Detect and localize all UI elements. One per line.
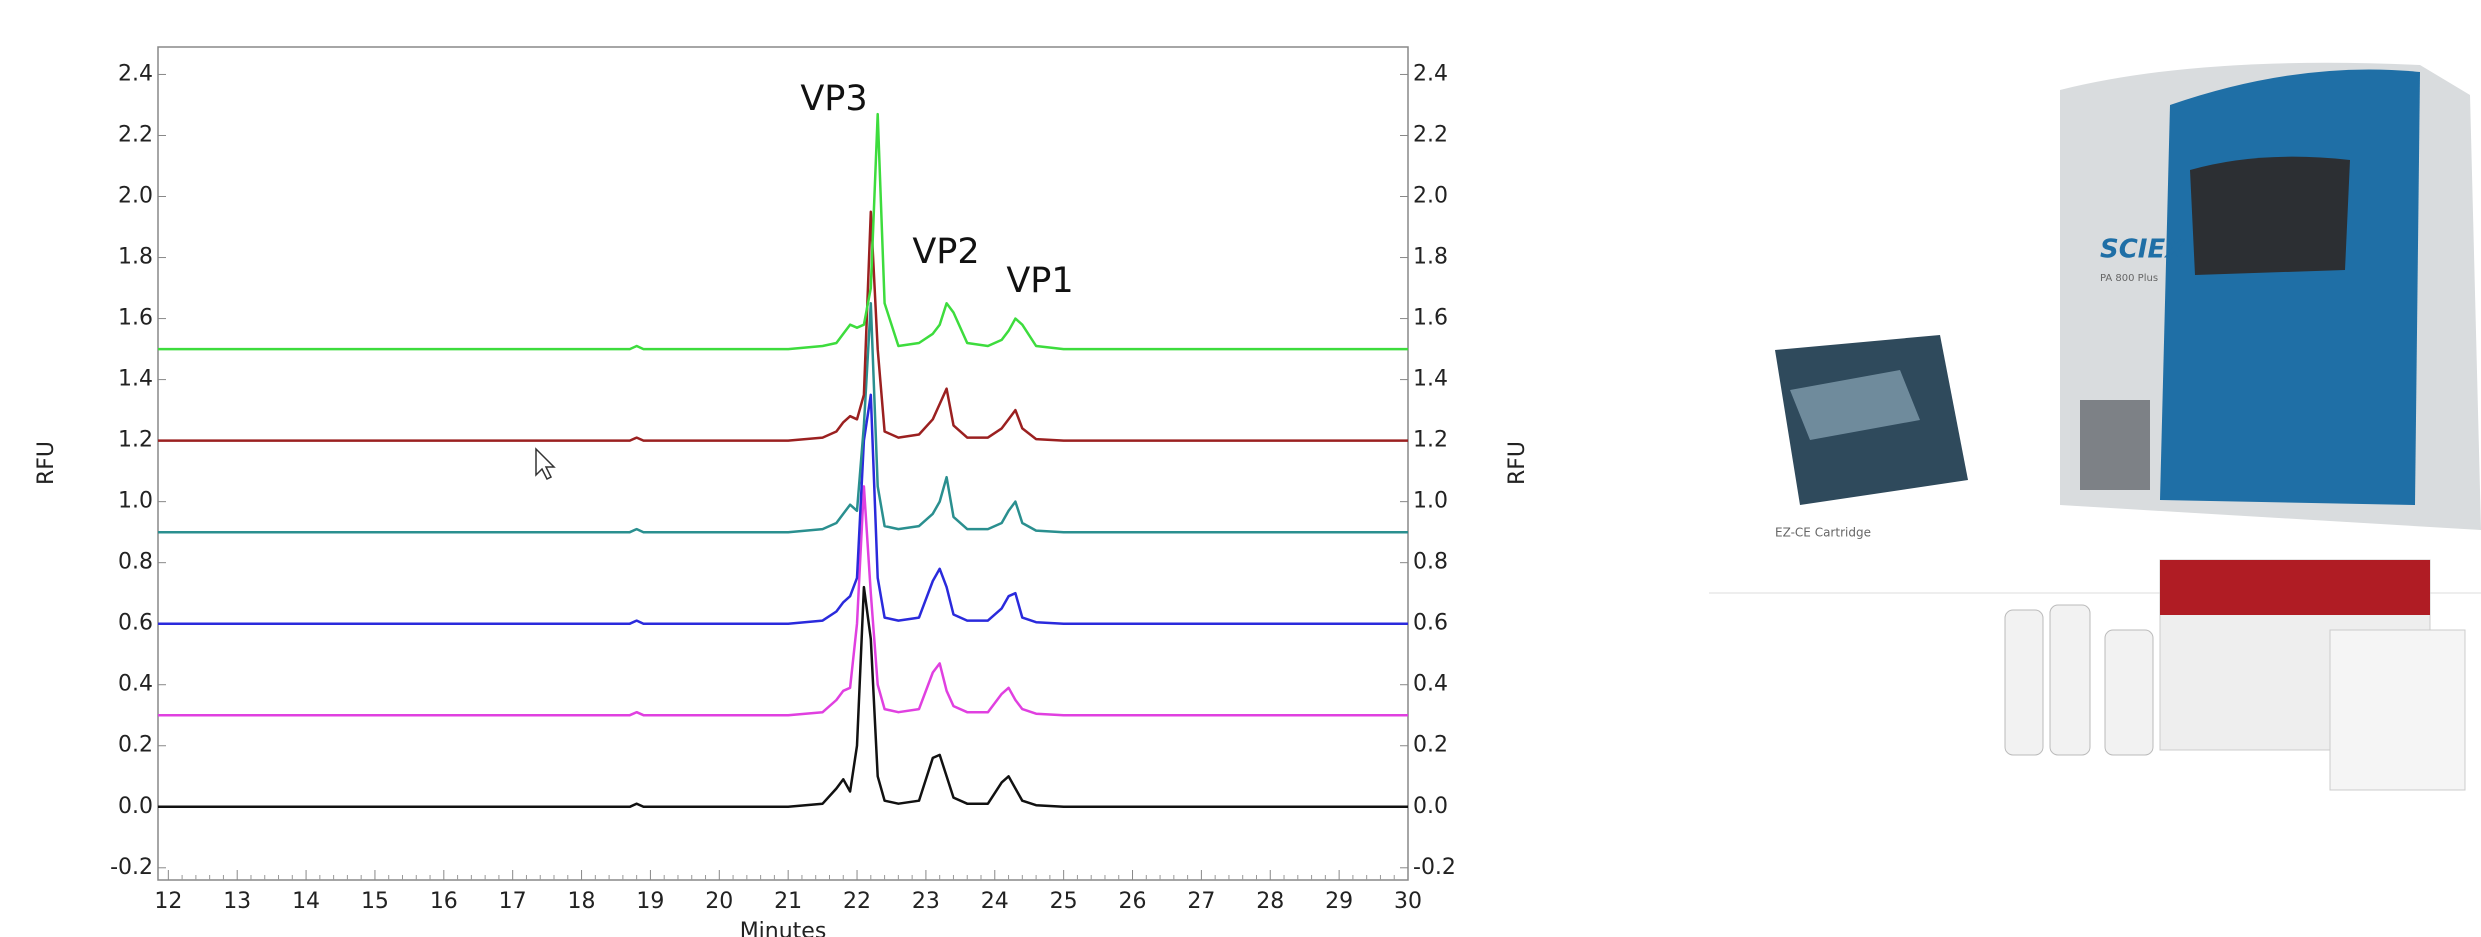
cartridge-caption: EZ-CE Cartridge bbox=[1775, 526, 1871, 540]
x-tick-label: 30 bbox=[1394, 889, 1422, 914]
y2-tick-label: 1.2 bbox=[1413, 428, 1448, 453]
peak-annotation: VP1 bbox=[1006, 261, 1073, 301]
trace bbox=[158, 393, 1408, 625]
x-tick-label: 12 bbox=[154, 889, 182, 914]
mouse-cursor bbox=[535, 447, 556, 481]
bottle bbox=[2049, 604, 2091, 756]
x-tick-label: 18 bbox=[568, 889, 596, 914]
trace bbox=[158, 210, 1408, 442]
y-tick-label: 0.6 bbox=[118, 611, 153, 636]
x-tick-label: 23 bbox=[912, 889, 940, 914]
x-tick-label: 26 bbox=[1119, 889, 1147, 914]
y2-axis-label: RFU bbox=[1505, 441, 1530, 485]
y2-tick-label: 0.8 bbox=[1413, 550, 1448, 575]
kit-band bbox=[2160, 560, 2430, 615]
x-tick-label: 24 bbox=[981, 889, 1009, 914]
instrument-panel bbox=[2160, 69, 2420, 505]
y2-tick-label: 1.4 bbox=[1413, 367, 1448, 392]
y-tick-label: 0.4 bbox=[118, 672, 153, 697]
cartridge-window bbox=[1790, 370, 1920, 440]
y-tick-label: 2.4 bbox=[118, 61, 153, 86]
x-tick-label: 17 bbox=[499, 889, 527, 914]
y-tick-label: 2.0 bbox=[118, 184, 153, 209]
x-tick-label: 13 bbox=[223, 889, 251, 914]
x-tick-label: 19 bbox=[636, 889, 664, 914]
x-tick-label: 21 bbox=[774, 889, 802, 914]
peak-annotation: VP2 bbox=[912, 232, 979, 272]
y2-tick-label: 0.4 bbox=[1413, 672, 1448, 697]
kit-card bbox=[2329, 629, 2466, 791]
instrument-window bbox=[2190, 156, 2350, 275]
y-tick-label: 2.2 bbox=[118, 122, 153, 147]
bottle bbox=[2004, 609, 2044, 756]
instrument-model: PA 800 Plus bbox=[2100, 273, 2158, 284]
x-axis-label: Minutes bbox=[740, 919, 827, 937]
y-tick-label: 1.6 bbox=[118, 306, 153, 331]
x-tick-label: 15 bbox=[361, 889, 389, 914]
y2-tick-label: 0.2 bbox=[1413, 733, 1448, 758]
y-tick-label: 1.4 bbox=[118, 367, 153, 392]
x-tick-label: 20 bbox=[705, 889, 733, 914]
y2-tick-label: 1.0 bbox=[1413, 489, 1448, 514]
y-tick-label: 0.8 bbox=[118, 550, 153, 575]
cartridge: EZ-CE Cartridge bbox=[1775, 335, 1968, 540]
trace bbox=[158, 485, 1408, 717]
y2-tick-label: 2.2 bbox=[1413, 122, 1448, 147]
kit bbox=[2004, 559, 2466, 791]
y-tick-label: 1.2 bbox=[118, 428, 153, 453]
y2-tick-label: 0.6 bbox=[1413, 611, 1448, 636]
y-tick-label: 0.0 bbox=[118, 794, 153, 819]
plot-frame bbox=[157, 46, 1409, 881]
x-tick-label: 25 bbox=[1050, 889, 1078, 914]
x-tick-label: 27 bbox=[1187, 889, 1215, 914]
bottle bbox=[2104, 629, 2154, 756]
y2-tick-label: 0.0 bbox=[1413, 794, 1448, 819]
y-tick-label: -0.2 bbox=[110, 855, 153, 880]
y2-tick-label: 2.0 bbox=[1413, 184, 1448, 209]
instrument: SCIEX PA 800 Plus bbox=[2060, 62, 2481, 531]
trace bbox=[158, 112, 1408, 351]
y-tick-label: 1.8 bbox=[118, 245, 153, 270]
trace bbox=[158, 585, 1408, 809]
instrument-vent bbox=[2080, 400, 2150, 490]
x-tick-label: 16 bbox=[430, 889, 458, 914]
y2-tick-label: 2.4 bbox=[1413, 61, 1448, 86]
product-images: EZ-CE Cartridge SCIEX PA 800 Plus bbox=[1709, 62, 2481, 791]
y-tick-label: 1.0 bbox=[118, 489, 153, 514]
y-axis-label: RFU bbox=[34, 441, 59, 485]
x-tick-label: 14 bbox=[292, 889, 320, 914]
y2-tick-label: -0.2 bbox=[1413, 855, 1456, 880]
y2-tick-label: 1.6 bbox=[1413, 306, 1448, 331]
x-tick-label: 22 bbox=[843, 889, 871, 914]
x-tick-label: 29 bbox=[1325, 889, 1353, 914]
x-tick-label: 28 bbox=[1256, 889, 1284, 914]
peak-annotation: VP3 bbox=[800, 79, 867, 119]
y2-tick-label: 1.8 bbox=[1413, 245, 1448, 270]
y-tick-label: 0.2 bbox=[118, 733, 153, 758]
instrument-logo: SCIEX bbox=[2100, 235, 2187, 265]
trace bbox=[158, 302, 1408, 534]
